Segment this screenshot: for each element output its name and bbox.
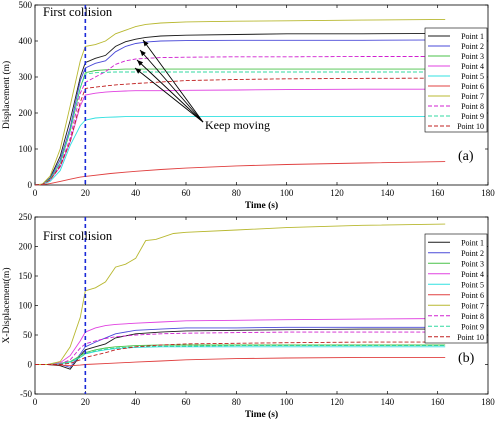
legend-entry-label: Point 4	[461, 270, 484, 279]
x-axis-label: Time (s)	[245, 409, 278, 420]
series-line-point-1	[34, 32, 446, 186]
x-tick-label: 40	[131, 188, 141, 198]
x-tick-label: 160	[431, 397, 445, 407]
series-line-point-8	[34, 56, 446, 186]
legend-box	[424, 27, 488, 133]
x-tick-label: 140	[381, 397, 395, 407]
series-line-point-2	[35, 326, 446, 368]
keep-moving-arrowhead	[140, 50, 146, 57]
keep-moving-arrow	[139, 49, 204, 123]
keep-moving-arrowhead	[143, 40, 149, 47]
y-tick-label: 150	[19, 271, 33, 281]
x-tick-label: 20	[81, 188, 91, 198]
x-tick-label: 80	[232, 188, 242, 198]
first-collision-label: First collision	[43, 229, 113, 243]
x-tick-label: 180	[481, 188, 495, 198]
x-tick-label: 60	[182, 397, 192, 407]
plot-frame	[34, 216, 489, 395]
legend-entry-label: Point 7	[461, 92, 484, 101]
x-tick-label: 120	[330, 188, 344, 198]
x-tick-label: 120	[330, 397, 344, 407]
y-tick-label: 50	[23, 330, 33, 340]
legend-entry-label: Point 9	[461, 322, 484, 331]
y-tick-label: 300	[19, 72, 33, 82]
x-tick-label: 20	[81, 397, 91, 407]
legend-entry-label: Point 10	[457, 122, 484, 131]
legend-box	[424, 233, 488, 344]
legend-entry-label: Point 1	[461, 32, 484, 41]
y-tick-label: 100	[19, 301, 33, 311]
series-line-point-10	[35, 341, 446, 365]
y-tick-label: 0	[28, 360, 33, 370]
series-line-point-9	[35, 345, 446, 365]
x-tick-label: 0	[33, 188, 38, 198]
x-tick-label: 80	[232, 397, 242, 407]
legend-entry-label: Point 10	[457, 333, 484, 342]
y-axis-label: X-Displacement(m)	[1, 268, 12, 344]
legend-entry-label: Point 5	[461, 280, 484, 289]
series-line-point-7	[35, 223, 446, 365]
x-tick-label: 180	[481, 397, 495, 407]
legend-entry-label: Point 6	[461, 82, 484, 91]
y-tick-label: 400	[19, 36, 33, 46]
series-line-point-9	[34, 71, 446, 186]
series-line-point-7	[34, 18, 446, 186]
y-tick-label: 200	[19, 108, 33, 118]
y-tick-label: 200	[19, 242, 33, 252]
first-collision-label: First collision	[43, 5, 113, 19]
legend-entry-label: Point 4	[461, 62, 484, 71]
legend-entry-label: Point 9	[461, 112, 484, 121]
keep-moving-arrow	[142, 39, 204, 123]
y-tick-label: 500	[19, 0, 33, 10]
y-tick-label: 250	[19, 212, 33, 222]
legend-entry-label: Point 3	[461, 259, 484, 268]
panel-a: 0 20 40 60 80 100 120 140 160 180 0 100 200 300 400 500…	[1, 0, 495, 211]
y-axis-label: Displacement (m)	[1, 61, 12, 129]
series-line-point-3	[35, 344, 446, 365]
series-line-point-1	[35, 328, 446, 370]
x-tick-label: 0	[33, 397, 38, 407]
keep-moving-arrowhead	[137, 60, 144, 66]
legend-entry-label: Point 6	[461, 291, 484, 300]
series-line-point-6	[35, 356, 446, 367]
y-tick-label: 0	[28, 180, 33, 190]
panel-b: 0 20 40 60 80 100 120 140 160 180-500501001502002…	[1, 212, 495, 420]
x-axis-label: Time (s)	[245, 200, 278, 211]
legend-entry-label: Point 8	[461, 312, 484, 321]
series-line-point-4	[35, 318, 446, 365]
keep-moving-arrow	[136, 59, 204, 123]
series-line-point-6	[34, 161, 446, 186]
y-tick-label: 100	[19, 144, 33, 154]
keep-moving-arrowhead	[135, 68, 142, 74]
x-tick-label: 60	[182, 188, 192, 198]
x-tick-label: 100	[280, 397, 294, 407]
legend-entry-label: Point 2	[461, 42, 484, 51]
x-tick-label: 140	[381, 188, 395, 198]
series-line-point-2	[34, 39, 446, 186]
legend-entry-label: Point 1	[461, 238, 484, 247]
legend-entry-label: Point 2	[461, 249, 484, 258]
x-tick-label: 40	[131, 397, 141, 407]
keep-moving-arrow	[134, 67, 204, 123]
y-tick-label: -50	[20, 389, 32, 399]
panel-label: (b)	[458, 351, 475, 366]
legend-entry-label: Point 3	[461, 52, 484, 61]
x-tick-label: 100	[280, 188, 294, 198]
series-line-point-10	[34, 77, 446, 186]
legend-entry-label: Point 8	[461, 102, 484, 111]
series-line-point-4	[34, 88, 446, 186]
x-tick-label: 160	[431, 188, 445, 198]
legend-entry-label: Point 7	[461, 301, 484, 310]
keep-moving-label: Keep moving	[205, 118, 270, 132]
series-line-point-8	[35, 331, 446, 365]
panel-label: (a)	[458, 149, 474, 164]
plot-frame	[34, 4, 489, 186]
legend-entry-label: Point 5	[461, 72, 484, 81]
series-line-point-5	[34, 116, 446, 186]
